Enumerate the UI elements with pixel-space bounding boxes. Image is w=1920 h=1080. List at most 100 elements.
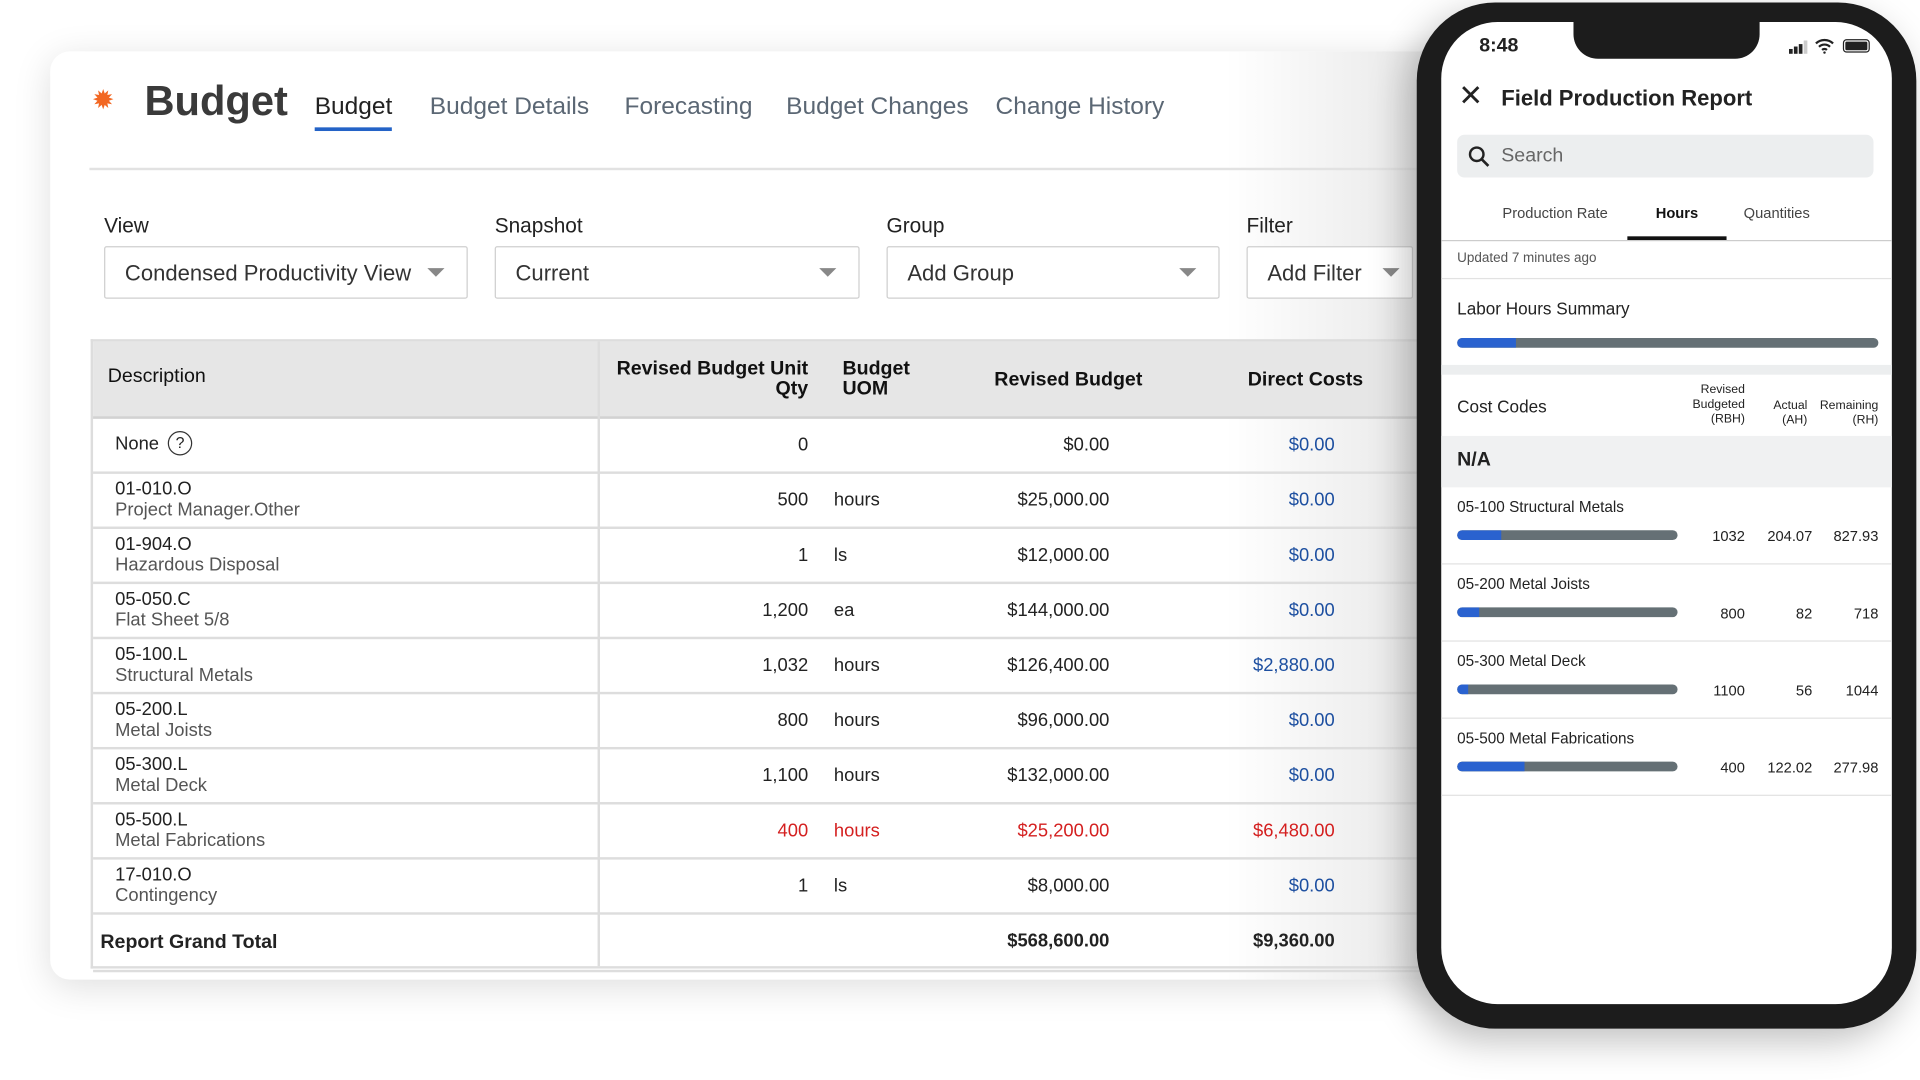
- row-description: Flat Sheet 5/8: [115, 609, 230, 631]
- group-value: Add Group: [907, 260, 1014, 286]
- progress-fill: [1457, 761, 1525, 772]
- labor-hours-progress: [1457, 337, 1879, 348]
- filter-value: Add Filter: [1267, 260, 1362, 286]
- rbh-value: 1032: [1712, 527, 1745, 545]
- row-qty: 400: [777, 820, 809, 842]
- view-select[interactable]: Condensed Productivity View: [104, 246, 468, 299]
- rh-value: 827.93: [1833, 527, 1879, 545]
- row-code: 05-100.L: [115, 644, 188, 665]
- report-title: Field Production Report: [1501, 85, 1753, 111]
- cost-codes-label: Cost Codes: [1457, 396, 1547, 417]
- table-row[interactable]: 05-100.L Structural Metals 1,032 hours $126,…: [93, 639, 1438, 695]
- ah-value: 56: [1795, 682, 1813, 700]
- table-row[interactable]: 17-010.O Contingency 1 ls $8,000.00 $0.00: [93, 860, 1438, 915]
- tab-budget-changes[interactable]: Budget Changes: [786, 93, 969, 121]
- col-rbh: Revised Budgeted (RBH): [1692, 383, 1745, 427]
- tab-quantities[interactable]: Quantities: [1743, 204, 1810, 222]
- chevron-down-icon: [1382, 268, 1400, 277]
- row-uom: hours: [833, 710, 880, 732]
- snapshot-select[interactable]: Current: [494, 246, 860, 299]
- row-qty: 1,100: [762, 765, 809, 787]
- chevron-down-icon: [819, 268, 837, 277]
- row-direct-costs[interactable]: $0.00: [1288, 765, 1335, 787]
- row-revised-budget: $0.00: [1063, 434, 1110, 456]
- group-select[interactable]: Add Group: [886, 246, 1220, 299]
- close-icon[interactable]: ✕: [1458, 79, 1484, 113]
- row-revised-budget: $96,000.00: [1017, 710, 1110, 732]
- rbh-value: 400: [1720, 759, 1745, 777]
- row-uom: hours: [833, 820, 880, 842]
- col-rh: Remaining (RH): [1819, 399, 1879, 428]
- col-qty: Revised Budget Unit Qty: [616, 358, 809, 400]
- col-ah: Actual (AH): [1773, 399, 1808, 428]
- wifi-icon: [1815, 38, 1834, 54]
- row-code: 05-500.L: [115, 809, 188, 831]
- col-revised-budget: Revised Budget: [994, 369, 1143, 391]
- row-direct-costs[interactable]: $0.00: [1288, 875, 1335, 897]
- row-qty: 1: [797, 544, 809, 566]
- row-direct-costs[interactable]: $0.00: [1288, 544, 1335, 566]
- row-description: Metal Deck: [115, 775, 207, 796]
- row-description: Metal Joists: [115, 720, 213, 741]
- row-uom: hours: [833, 489, 880, 511]
- signal-icon: [1788, 40, 1808, 54]
- chevron-down-icon: [427, 268, 445, 277]
- table-row[interactable]: 05-300.L Metal Deck 1,100 hours $132,000.00 $…: [93, 749, 1438, 805]
- row-direct-costs[interactable]: $0.00: [1288, 434, 1335, 456]
- row-direct-costs[interactable]: $0.00: [1288, 600, 1335, 621]
- updated-text: Updated 7 minutes ago: [1457, 251, 1597, 266]
- row-revised-budget: $25,000.00: [1017, 489, 1110, 511]
- tab-change-history[interactable]: Change History: [995, 93, 1165, 121]
- tab-hours[interactable]: Hours: [1627, 204, 1727, 241]
- cost-code-name: 05-300 Metal Deck: [1457, 652, 1586, 670]
- col-uom: Budget UOM: [842, 358, 910, 400]
- row-description: Metal Fabrications: [115, 830, 266, 852]
- tab-forecasting[interactable]: Forecasting: [624, 93, 753, 121]
- table-row[interactable]: None? 0 $0.00 $0.00: [93, 419, 1438, 474]
- tab-budget-details[interactable]: Budget Details: [429, 93, 590, 121]
- divider: [89, 167, 1437, 171]
- tab-budget[interactable]: Budget: [314, 93, 393, 132]
- help-icon[interactable]: ?: [167, 431, 193, 456]
- section-separator: [1441, 364, 1892, 375]
- cost-code-name: 05-200 Metal Joists: [1457, 575, 1590, 593]
- row-direct-costs[interactable]: $2,880.00: [1252, 655, 1335, 676]
- col-direct-costs: Direct Costs: [1247, 369, 1364, 391]
- row-code: 05-050.C: [115, 588, 191, 610]
- row-description: Structural Metals: [115, 664, 253, 686]
- progress-fill: [1457, 530, 1501, 541]
- page-title: Budget: [144, 78, 288, 125]
- row-qty: 1: [797, 875, 809, 897]
- table-row[interactable]: 01-904.O Hazardous Disposal 1 ls $12,000.00 $…: [93, 529, 1438, 585]
- row-direct-costs[interactable]: $6,480.00: [1252, 820, 1335, 842]
- row-revised-budget: $12,000.00: [1017, 544, 1110, 566]
- total-revised-budget: $568,600.00: [1007, 930, 1110, 952]
- table-row[interactable]: 05-050.C Flat Sheet 5/8 1,200 ea $144,000.00…: [93, 584, 1438, 640]
- chevron-down-icon: [1179, 268, 1197, 277]
- table-row[interactable]: 05-200.L Metal Joists 800 hours $96,000.00 $0…: [93, 694, 1438, 750]
- grand-total-row: Report Grand Total $568,600.00 $9,360.00: [93, 915, 1438, 973]
- column-divider: [597, 341, 601, 967]
- row-revised-budget: $25,200.00: [1017, 820, 1110, 842]
- search-input[interactable]: Search: [1457, 134, 1874, 178]
- view-label: View: [104, 214, 149, 238]
- row-direct-costs[interactable]: $0.00: [1288, 489, 1335, 511]
- tab-production-rate[interactable]: Production Rate: [1502, 204, 1608, 222]
- row-direct-costs[interactable]: $0.00: [1288, 710, 1335, 732]
- search-placeholder: Search: [1501, 145, 1564, 167]
- row-uom: hours: [833, 655, 880, 676]
- row-description: Contingency: [115, 885, 218, 907]
- status-time: 8:48: [1479, 35, 1519, 57]
- progress-fill: [1457, 684, 1469, 695]
- budget-table: Description Revised Budget Unit Qty Budg…: [90, 339, 1438, 973]
- filter-select[interactable]: Add Filter: [1246, 246, 1414, 299]
- table-row[interactable]: 01-010.O Project Manager.Other 500 hours $25…: [93, 474, 1438, 529]
- col-description: Description: [107, 366, 206, 387]
- cost-code-progress: [1457, 761, 1678, 772]
- divider: [1441, 794, 1892, 796]
- group-label: N/A: [1457, 449, 1491, 471]
- row-revised-budget: $126,400.00: [1007, 655, 1110, 676]
- cost-code-progress: [1457, 530, 1678, 541]
- table-row[interactable]: 05-500.L Metal Fabrications 400 hours $25,20…: [93, 804, 1438, 860]
- rh-value: 1044: [1845, 682, 1879, 700]
